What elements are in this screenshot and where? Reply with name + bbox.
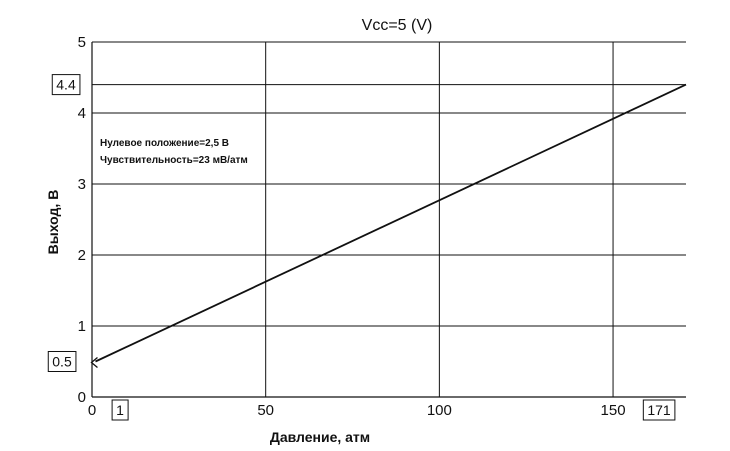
x-highlight-end-label: 171	[642, 399, 676, 421]
x-tick-label: 0	[88, 402, 96, 419]
y-tick-label: 1	[78, 318, 86, 335]
y-highlight-end-label-box	[51, 74, 81, 96]
series-layer	[90, 83, 687, 368]
y-axis-label: Выход, В	[45, 190, 61, 255]
axes-layer	[91, 42, 686, 398]
chart-title: Vcc=5 (V)	[362, 17, 433, 34]
y-tick-label: 5	[78, 34, 86, 51]
y-highlight-start-label-text: 0.5	[52, 354, 72, 370]
y-tick-label: 0	[78, 389, 86, 406]
annotation-sensitivity: Чувствительность=23 мВ/атм	[100, 155, 248, 166]
x-highlight-end-label-box	[642, 399, 676, 421]
series-start-marker	[90, 357, 98, 368]
x-highlight-end-label-text: 171	[647, 402, 671, 418]
y-highlight-end-label-text: 4.4	[56, 77, 76, 93]
y-highlight-start-label: 0.5	[47, 351, 77, 372]
grid-layer	[92, 41, 686, 397]
x-axis-label: Давление, атм	[270, 429, 370, 445]
labels-layer: 4.4 0.5 1 171	[47, 74, 676, 421]
y-highlight-end-label: 4.4	[51, 74, 81, 96]
x-highlight-start-label-box	[111, 399, 129, 421]
x-tick-label: 100	[427, 402, 452, 419]
annotation-zero-position: Нулевое положение=2,5 В	[100, 138, 229, 149]
x-highlight-start-label: 1	[111, 399, 129, 421]
y-tick-label: 3	[78, 176, 86, 193]
x-tick-label: 50	[257, 402, 274, 419]
x-highlight-start-label-text: 1	[116, 402, 124, 418]
series-line	[95, 83, 687, 363]
y-tick-label: 2	[78, 247, 86, 264]
y-tick-label: 4	[78, 105, 86, 122]
y-highlight-start-label-box	[47, 351, 77, 372]
ticks-layer: 0 50 100 150 0 1 2 3 4 5	[78, 34, 626, 419]
x-tick-label: 150	[601, 402, 626, 419]
